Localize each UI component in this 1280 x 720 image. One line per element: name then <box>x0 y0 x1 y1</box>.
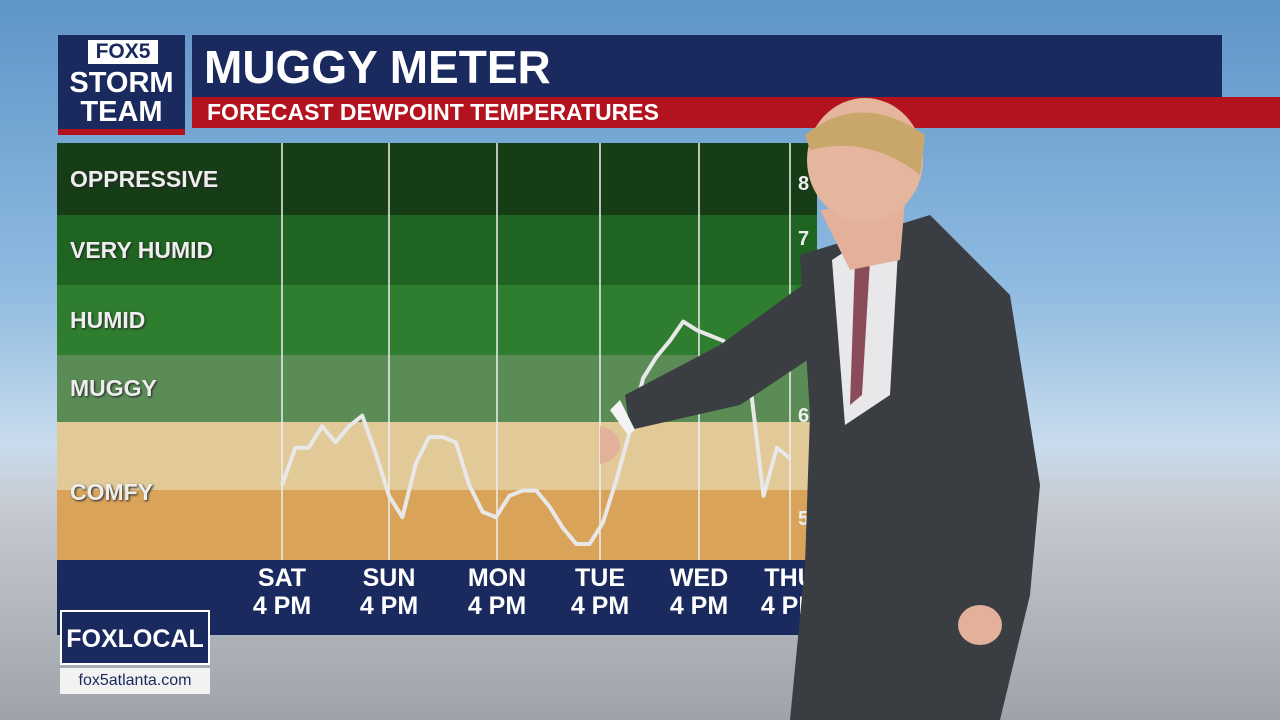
data-point <box>455 441 457 443</box>
x-tick-day: SUN <box>362 564 416 592</box>
x-tick-label: SUN 4 PM <box>339 564 439 620</box>
x-tick-day: TUE <box>575 564 625 592</box>
data-point <box>575 543 577 545</box>
data-point <box>482 511 484 513</box>
data-point <box>696 329 698 331</box>
x-tick-time: 4 PM <box>467 592 527 620</box>
x-tick-time: 4 PM <box>252 592 312 620</box>
data-point <box>776 447 778 449</box>
data-point <box>508 495 510 497</box>
x-tick-time: 4 PM <box>669 592 729 620</box>
x-tick-label: WED 4 PM <box>649 564 749 620</box>
data-point <box>495 516 497 518</box>
x-tick-time: 4 PM <box>359 592 419 620</box>
data-point <box>428 436 430 438</box>
data-point <box>682 321 684 323</box>
right-tick-label: 5 <box>798 508 810 530</box>
band-comfy-upper <box>57 422 817 490</box>
data-point <box>709 334 711 336</box>
data-point <box>763 495 764 497</box>
data-point <box>642 377 644 379</box>
data-point <box>401 516 403 518</box>
x-tick-label: MON 4 PM <box>447 564 547 620</box>
data-point <box>388 495 390 497</box>
data-point <box>294 447 296 449</box>
x-tick-day: SAT <box>257 564 307 592</box>
data-point <box>615 479 617 481</box>
data-point <box>669 340 671 342</box>
logo-team: TEAM <box>80 96 163 128</box>
band-comfy-lower <box>57 490 817 560</box>
data-point <box>468 484 470 486</box>
x-axis: SAT 4 PM SUN 4 PM MON 4 PM TUE 4 PM WED 4 PM THU 4 … <box>57 560 819 635</box>
x-tick-label: SAT 4 PM <box>232 564 332 620</box>
data-point <box>321 425 323 427</box>
data-point <box>602 522 604 524</box>
x-tick-time: 4 PM <box>570 592 630 620</box>
x-tick-day: MON <box>467 564 527 592</box>
band-humid: HUMID <box>57 285 817 355</box>
data-point <box>535 490 537 491</box>
data-point <box>348 425 350 427</box>
data-point <box>549 506 550 508</box>
page-title: MUGGY METER <box>192 35 1222 97</box>
data-point <box>562 527 564 529</box>
x-tick-day: WED <box>669 564 729 592</box>
page-subtitle: FORECAST DEWPOINT TEMPERATURES <box>192 97 1280 128</box>
band-oppressive: OPPRESSIVE <box>57 143 817 215</box>
station-url: fox5atlanta.com <box>60 668 210 694</box>
right-tick-label: 6 <box>798 405 810 427</box>
data-point <box>375 452 377 454</box>
data-point <box>656 356 657 358</box>
band-very-humid: VERY HUMID <box>57 215 817 285</box>
data-point <box>415 463 417 465</box>
right-tick-label: 8 <box>798 173 810 195</box>
meteorologist-presenter <box>600 98 1040 720</box>
data-point <box>281 484 283 486</box>
data-point <box>308 447 310 449</box>
x-tick-label: TUE 4 PM <box>550 564 650 620</box>
logo-storm: STORM <box>69 67 174 99</box>
data-point <box>589 543 591 545</box>
logo-fox5: FOX5 <box>88 40 158 64</box>
band-comfy-label: COMFY <box>70 478 154 505</box>
data-point <box>522 490 524 491</box>
fox-local-logo: FOXLOCAL <box>60 610 210 665</box>
data-point <box>361 415 363 417</box>
right-tick-label: 7 <box>798 228 810 250</box>
data-point <box>722 340 724 342</box>
fox5-storm-team-logo: FOX5 STORM TEAM <box>58 35 185 135</box>
data-point <box>789 457 791 459</box>
data-point <box>335 441 336 443</box>
data-point <box>442 436 443 438</box>
